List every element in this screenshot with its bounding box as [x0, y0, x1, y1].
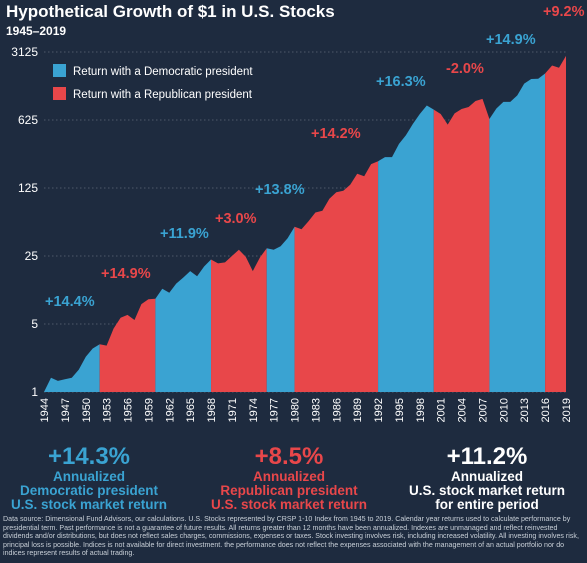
x-tick-label: 1953 [102, 398, 114, 422]
area-segment-republican [99, 298, 156, 392]
chart-title: Hypothetical Growth of $1 in U.S. Stocks [6, 2, 335, 21]
period-label-democratic: +11.9% [160, 226, 209, 242]
x-tick-label: 1950 [81, 398, 93, 422]
x-tick-label: 1986 [331, 398, 343, 422]
y-tick-labels: 1 5 25 125 625 3125 [11, 45, 38, 399]
period-label-democratic: +13.8% [255, 182, 305, 198]
summary-democratic-value: +14.3% [47, 443, 131, 470]
footnote: Data source: Dimensional Fund Advisors, … [3, 515, 579, 558]
y-tick-label: 25 [25, 249, 39, 263]
summary-democratic-line3: U.S. stock market return [10, 497, 168, 512]
x-tick-label: 1944 [39, 398, 51, 422]
area-segment-democratic [489, 73, 546, 392]
summary-overall-line3: for entire period [435, 497, 539, 512]
summary-republican-line2: Republican president [220, 483, 358, 498]
x-tick-label: 1974 [248, 398, 260, 422]
x-tick-label: 2001 [436, 398, 448, 422]
x-tick-label: 2007 [478, 398, 490, 422]
x-tick-label: 2013 [519, 398, 531, 422]
period-label-democratic: +14.4% [45, 294, 95, 310]
period-label-democratic: +14.9% [486, 32, 536, 48]
x-tick-label: 2016 [540, 398, 552, 422]
x-tick-label: 1959 [143, 398, 155, 422]
area-segment-democratic [155, 259, 212, 392]
area-segments [44, 55, 566, 393]
chart-subtitle: 1945–2019 [6, 24, 67, 38]
legend-label: Return with a Democratic president [73, 66, 253, 78]
summary-democratic-line2: Democratic president [19, 483, 159, 498]
legend-label: Return with a Republican president [73, 89, 253, 101]
legend: Return with a Democratic president Return… [53, 64, 253, 101]
area-segment-democratic [378, 105, 434, 392]
x-tick-label: 1980 [290, 398, 302, 422]
y-tick-label: 125 [18, 181, 38, 195]
summary-republican-value: +8.5% [254, 443, 324, 470]
x-tick-label: 1998 [415, 398, 427, 422]
area-segment-republican [433, 98, 490, 393]
period-label-democratic: +16.3% [376, 74, 426, 90]
x-tick-label: 1947 [60, 398, 72, 422]
area-segment-democratic [44, 344, 100, 392]
period-label-republican: +9.2% [543, 4, 585, 20]
x-tick-label: 1962 [164, 398, 176, 422]
summary-overall-value: +11.2% [446, 443, 528, 470]
summary-democratic: +14.3% Annualized Democratic president U… [0, 444, 178, 512]
summary-democratic-line1: Annualized [52, 469, 125, 484]
x-tick-label: 1989 [352, 398, 364, 422]
period-label-republican: +3.0% [215, 211, 257, 227]
x-tick-labels: 1944 1947 1950 1953 1956 1959 1962 1965 1968 1971… [39, 398, 573, 422]
period-label-republican: +14.2% [311, 126, 361, 142]
x-tick-label: 1965 [185, 398, 197, 422]
y-tick-label: 1 [31, 385, 38, 399]
legend-swatch [53, 87, 66, 100]
summary-republican-line3: U.S. stock market return [210, 497, 368, 512]
x-tick-label: 1956 [123, 398, 135, 422]
y-tick-label: 625 [18, 113, 38, 127]
summary-overall-line2: U.S. stock market return [408, 483, 566, 498]
summary-republican-line1: Annualized [252, 469, 325, 484]
x-tick-label: 1968 [206, 398, 218, 422]
legend-swatch [53, 64, 66, 77]
summary-overall: +11.2% Annualized U.S. stock market retu… [398, 444, 576, 512]
area-segment-republican [545, 55, 566, 393]
y-tick-label: 3125 [11, 45, 38, 59]
x-tick-label: 2010 [498, 398, 510, 422]
x-tick-label: 1995 [394, 398, 406, 422]
area-segment-republican [294, 161, 379, 392]
y-tick-label: 5 [31, 317, 38, 331]
x-tick-label: 1983 [310, 398, 322, 422]
x-tick-label: 2019 [561, 398, 573, 422]
x-tick-label: 1992 [373, 398, 385, 422]
x-tick-label: 1977 [269, 398, 281, 422]
x-tick-label: 2004 [457, 398, 469, 422]
area-segment-republican [211, 248, 267, 392]
area-segment-democratic [266, 226, 295, 392]
summary-republican: +8.5% Annualized Republican president U.… [196, 444, 382, 512]
summary-overall-line1: Annualized [450, 469, 523, 484]
period-label-republican: +14.9% [101, 266, 151, 282]
x-tick-label: 1971 [227, 398, 239, 422]
period-return-labels: +14.4% +14.9% +11.9% +3.0% +13.8% +14.2% +16.3… [45, 4, 585, 310]
period-label-republican: -2.0% [446, 61, 484, 77]
